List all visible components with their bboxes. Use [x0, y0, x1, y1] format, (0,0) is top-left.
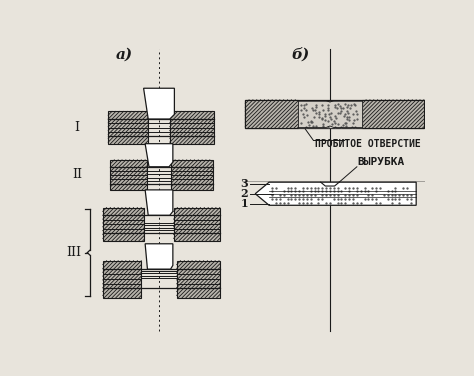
Bar [298, 100, 362, 127]
Bar [170, 111, 214, 144]
Polygon shape [145, 190, 173, 215]
Bar [173, 208, 220, 241]
Text: ВЫРУБКА: ВЫРУБКА [357, 157, 404, 167]
Bar [103, 261, 141, 298]
Text: 1: 1 [241, 198, 248, 209]
Bar [245, 100, 298, 128]
Polygon shape [145, 144, 173, 167]
Text: a): a) [116, 48, 133, 62]
Text: б): б) [292, 48, 310, 62]
Bar [245, 100, 424, 128]
Text: I: I [74, 121, 79, 133]
Bar [103, 208, 145, 241]
Text: II: II [72, 168, 82, 181]
Text: ПРОБИТОЕ ОТВЕРСТИЕ: ПРОБИТОЕ ОТВЕРСТИЕ [315, 139, 420, 149]
Text: III: III [66, 247, 81, 259]
Bar [171, 160, 213, 190]
Text: 3: 3 [241, 178, 248, 189]
Polygon shape [255, 182, 416, 205]
Polygon shape [144, 88, 174, 119]
Polygon shape [145, 244, 173, 269]
Text: 2: 2 [241, 188, 248, 199]
Bar [177, 261, 220, 298]
Bar [362, 100, 424, 128]
Bar [108, 111, 148, 144]
Bar [110, 160, 146, 190]
